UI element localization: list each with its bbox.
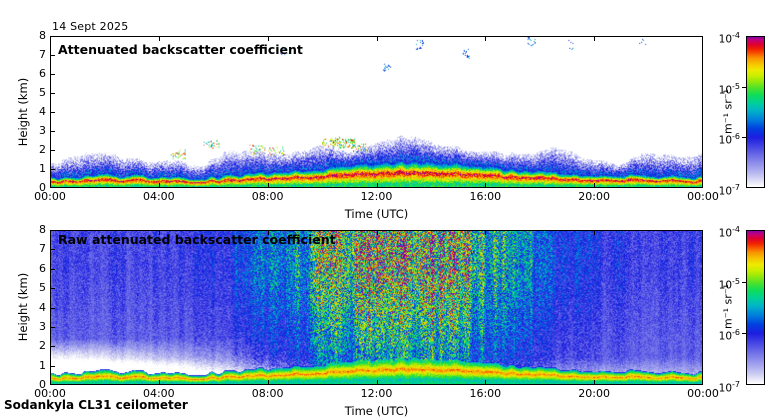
colorbar2-tick-label: 10-5 [718, 276, 740, 292]
panel2-x-axis-label: Time (UTC) [344, 404, 409, 418]
panel2-y-tick-label: 4 [39, 300, 46, 314]
colorbar2-tick-mark [742, 333, 746, 335]
panel1-y-tick-mark [50, 36, 55, 37]
panel2-y-tick-label: 6 [39, 261, 46, 275]
colorbar1-tick-label: 10-7 [718, 183, 740, 198]
panel2-x-tick-mark-top [376, 230, 378, 235]
panel2-y-tick-mark [50, 326, 55, 328]
panel1-x-tick-mark-top [485, 36, 487, 41]
raw-attenuated-backscatter-heatmap [51, 231, 702, 384]
colorbar1-tick-label: 10-6 [718, 132, 740, 147]
panel1-x-tick-mark [485, 183, 487, 188]
panel2-x-tick-mark-top [485, 230, 487, 235]
panel1-x-tick-mark [158, 183, 160, 188]
panel2-x-tick-mark [594, 380, 596, 385]
panel2-x-tick-label: 04:00 [142, 387, 175, 400]
panel2-colorbar-gradient [747, 231, 764, 384]
panel2-y-tick-mark [50, 288, 55, 290]
panel2-colorbar [746, 230, 765, 385]
panel2-y-tick-label: 5 [39, 281, 46, 295]
colorbar2-tick-label: 10-7 [718, 380, 740, 395]
panel2-x-tick-mark-top [594, 230, 596, 235]
panel1-y-tick-label: 1 [39, 162, 46, 175]
colorbar2-tick-label: 10-4 [718, 225, 740, 240]
panel1-y-tick-label: 0 [39, 181, 46, 194]
panel1-x-tick-mark [594, 183, 596, 188]
panel1-x-tick-label: 20:00 [578, 190, 610, 203]
attenuated-backscatter-panel [50, 36, 703, 188]
panel2-y-tick-mark [50, 346, 55, 348]
colorbar1-tick-label: 10-5 [718, 81, 740, 97]
colorbar1-tick-label: 10-4 [718, 31, 740, 46]
panel1-x-tick-label: 12:00 [360, 190, 393, 203]
panel1-x-tick-mark [267, 183, 269, 188]
panel1-x-tick-label: 00:00 [34, 190, 66, 203]
panel2-x-tick-mark [158, 380, 160, 385]
panel2-x-tick-mark [267, 380, 269, 385]
panel2-y-tick-mark [50, 249, 55, 251]
panel1-y-tick-label: 4 [39, 105, 46, 118]
colorbar2-tick-label: 10-6 [718, 328, 740, 343]
panel1-y-tick-mark [50, 74, 55, 75]
panel2-y-tick-mark [50, 268, 55, 270]
panel2-x-tick-label: 08:00 [251, 387, 284, 400]
panel1-y-tick-mark [50, 112, 55, 113]
panel1-x-tick-label: 00:00 [687, 190, 719, 203]
panel1-y-tick-label: 2 [39, 143, 46, 156]
panel2-x-tick-label: 00:00 [687, 387, 719, 400]
panel1-y-tick-mark [50, 93, 55, 94]
panel1-y-tick-mark [50, 55, 55, 56]
panel2-x-tick-label: 12:00 [360, 387, 393, 400]
panel1-y-tick-mark [50, 187, 55, 188]
date-label: 14 Sept 2025 [52, 20, 129, 33]
colorbar1-tick-mark [742, 137, 746, 139]
panel2-y-tick-label: 0 [39, 378, 46, 391]
panel2-x-tick-mark [376, 380, 378, 385]
panel2-y-tick-label: 3 [39, 319, 46, 333]
panel1-colorbar-gradient [747, 37, 764, 187]
panel1-x-tick-mark [376, 183, 378, 188]
panel1-y-tick-mark [50, 169, 55, 170]
panel2-x-tick-label: 00:00 [34, 387, 66, 400]
panel1-x-tick-label: 08:00 [251, 190, 284, 203]
panel1-x-tick-label: 16:00 [469, 190, 502, 203]
colorbar2-tick-mark [742, 281, 746, 283]
panel1-x-tick-mark-top [376, 36, 378, 41]
panel1-x-tick-label: 04:00 [142, 190, 175, 203]
panel2-x-tick-mark-top [158, 230, 160, 235]
raw-attenuated-backscatter-panel [50, 230, 703, 385]
panel2-y-tick-mark [50, 365, 55, 367]
panel2-y-tick-mark [50, 384, 55, 385]
panel2-x-tick-mark [485, 380, 487, 385]
panel2-x-tick-mark-top [267, 230, 269, 235]
panel1-y-tick-label: 7 [39, 48, 46, 61]
panel2-y-tick-mark [50, 230, 55, 231]
panel1-colorbar [746, 36, 765, 188]
panel2-x-tick-label: 16:00 [469, 387, 502, 400]
panel2-y-tick-label: 8 [39, 223, 46, 236]
panel1-y-tick-mark [50, 131, 55, 132]
panel1-y-tick-mark [50, 150, 55, 151]
panel1-x-axis-label: Time (UTC) [344, 207, 409, 221]
panel2-y-tick-label: 2 [39, 339, 46, 353]
panel1-x-tick-mark-top [594, 36, 596, 41]
panel1-x-tick-mark-top [158, 36, 160, 41]
panel1-y-tick-label: 6 [39, 67, 46, 80]
panel2-y-tick-label: 1 [39, 358, 46, 372]
attenuated-backscatter-heatmap [51, 37, 702, 187]
panel1-x-tick-mark-top [267, 36, 269, 41]
panel2-y-tick-label: 7 [39, 242, 46, 256]
panel1-y-tick-label: 5 [39, 86, 46, 99]
colorbar1-tick-mark [742, 86, 746, 88]
panel2-x-tick-label: 20:00 [578, 387, 610, 400]
panel1-y-tick-label: 3 [39, 124, 46, 137]
panel1-y-tick-label: 8 [39, 29, 46, 42]
panel2-y-tick-mark [50, 307, 55, 309]
instrument-caption: Sodankyla CL31 ceilometer [4, 398, 188, 412]
